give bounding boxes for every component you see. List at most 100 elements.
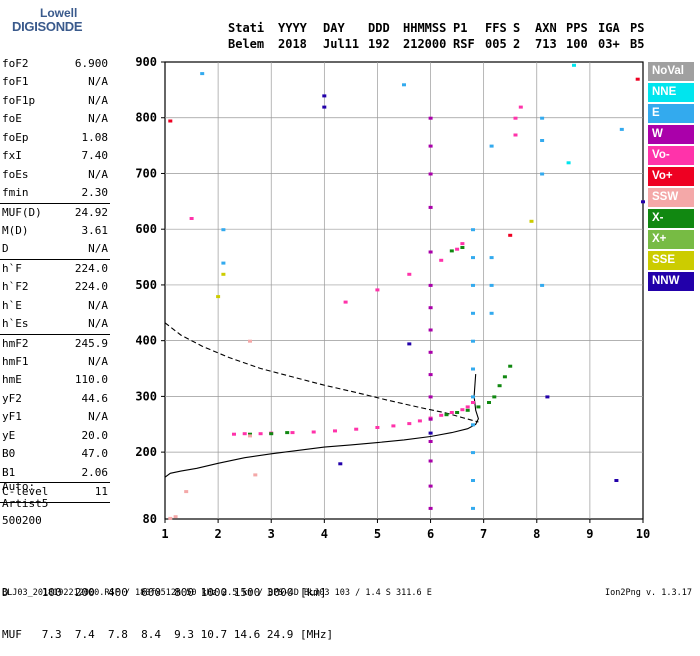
- echo-mark-e: [540, 283, 545, 287]
- echo-mark-e: [489, 311, 494, 315]
- echo-mark-vo: [471, 401, 475, 404]
- param-value: 3.61: [81, 223, 109, 237]
- ionogram-plot: 1 2 3 4 5 6 7 8 9 10 200 300 400 500 600 700 800 900 80: [135, 55, 650, 541]
- param-value: 224.0: [74, 261, 108, 275]
- echo-mark-vo: [460, 408, 465, 412]
- header-label-1: YYYY: [278, 21, 307, 35]
- param-name: MUF(D): [2, 205, 42, 219]
- echo-mark-w: [428, 172, 433, 176]
- param-name: B1: [2, 465, 16, 479]
- param-value: N/A: [88, 93, 108, 107]
- param-row: C-level 11: [0, 482, 110, 501]
- echo-mark-e: [221, 228, 226, 232]
- header-value-5: RSF: [453, 37, 475, 51]
- echo-mark-x: [248, 432, 252, 436]
- muf-table: D 100 200 400 600 800 1000 1500 3000 [km…: [2, 558, 333, 656]
- param-value: N/A: [88, 167, 108, 181]
- echo-mark-nne: [566, 161, 571, 165]
- echo-mark-w: [428, 484, 433, 488]
- echo-mark-vo: [311, 430, 316, 434]
- x-tick-label: 4: [321, 527, 328, 541]
- x-tick-label: 6: [427, 527, 434, 541]
- param-name: yE: [2, 428, 16, 442]
- echo-mark-vo: [333, 429, 337, 433]
- param-value: N/A: [88, 355, 108, 368]
- header-value-1: 2018: [278, 37, 307, 51]
- header-label-0: Stati: [228, 21, 265, 35]
- echo-mark-vo: [455, 247, 460, 251]
- param-value: 6.900: [74, 57, 108, 70]
- echo-mark-ssw: [168, 516, 173, 520]
- param-name: foEp: [2, 130, 29, 144]
- echo-mark-e: [471, 395, 475, 399]
- param-row: MUF(D) 24.92: [0, 202, 110, 222]
- param-row: foE N/A: [0, 110, 110, 128]
- logo-line2: DIGISONDE: [12, 19, 83, 34]
- param-row: yE 20.0: [0, 427, 110, 445]
- echo-mark-vo: [508, 233, 513, 237]
- param-value: 110.0: [74, 373, 108, 387]
- param-row: hmF2 245.9: [0, 333, 110, 353]
- echo-mark-vo: [354, 427, 359, 431]
- header-label-3: DDD: [368, 21, 390, 35]
- header-value-9: 100: [566, 37, 588, 51]
- echo-mark-e: [471, 451, 475, 455]
- param-row: yF1 N/A: [0, 408, 110, 426]
- header-label-9: PPS: [566, 21, 588, 35]
- echo-mark-w: [428, 350, 433, 354]
- y-tick-label: 800: [135, 111, 157, 125]
- param-value: 7.40: [81, 149, 109, 163]
- header-label-6: FFS: [485, 21, 507, 35]
- param-value: N/A: [88, 410, 108, 424]
- echo-mark-vo: [465, 405, 470, 409]
- param-row: h`F2 224.0: [0, 278, 110, 296]
- echo-mark-e: [489, 283, 494, 287]
- param-name: hmF2: [2, 336, 29, 350]
- y-tick-label: 500: [135, 278, 157, 292]
- param-name: foF1: [2, 75, 29, 89]
- param-name: foE: [2, 112, 22, 126]
- echo-mark-ssw: [173, 515, 178, 519]
- legend-item-vo: Vo+: [648, 167, 694, 186]
- echo-mark-vo: [189, 217, 194, 220]
- echo-mark-vo: [449, 411, 454, 414]
- param-row: h`E N/A: [0, 297, 110, 315]
- echo-mark-e: [540, 172, 545, 176]
- param-row: hmE 110.0: [0, 371, 110, 389]
- x-tick-label: 8: [533, 527, 540, 541]
- auto-code: 500200: [2, 514, 42, 527]
- header-value-0: Belem: [228, 37, 265, 51]
- echo-mark-x: [497, 384, 502, 388]
- echo-mark-ssw: [253, 473, 258, 477]
- header-value-11: B5: [630, 37, 645, 51]
- plot-frame: [164, 61, 644, 520]
- echo-mark-x: [502, 375, 507, 379]
- param-row: fxI 7.40: [0, 147, 110, 165]
- param-name: yF2: [2, 391, 22, 405]
- param-value: N/A: [88, 112, 108, 126]
- param-row: yF2 44.6: [0, 390, 110, 408]
- auto-software: Artist5: [2, 497, 49, 510]
- x-tick-label: 2: [214, 527, 221, 541]
- param-value: N/A: [88, 317, 108, 331]
- legend-item-e: E: [648, 104, 694, 123]
- x-tick-label: 5: [374, 527, 381, 541]
- param-value: 224.0: [74, 280, 108, 294]
- param-value: N/A: [88, 75, 108, 89]
- echo-mark-vo: [343, 300, 348, 304]
- param-row: h`Es N/A: [0, 315, 110, 333]
- echo-mark-vo: [168, 119, 173, 123]
- echo-mark-x: [269, 432, 274, 436]
- param-name: fxI: [2, 149, 22, 163]
- param-name: C-level: [2, 485, 49, 499]
- param-row: foF1 N/A: [0, 73, 110, 91]
- echo-mark-x: [508, 364, 513, 368]
- echo-mark-w: [428, 205, 433, 209]
- param-row: h`F 224.0: [0, 258, 110, 278]
- y-tick-label: 700: [135, 166, 157, 180]
- echo-mark-x: [285, 431, 290, 435]
- echo-mark-ssw: [248, 434, 252, 438]
- y-tick-label: 400: [135, 334, 157, 348]
- echo-mark-x: [455, 411, 460, 414]
- echo-mark-nnw: [322, 105, 327, 109]
